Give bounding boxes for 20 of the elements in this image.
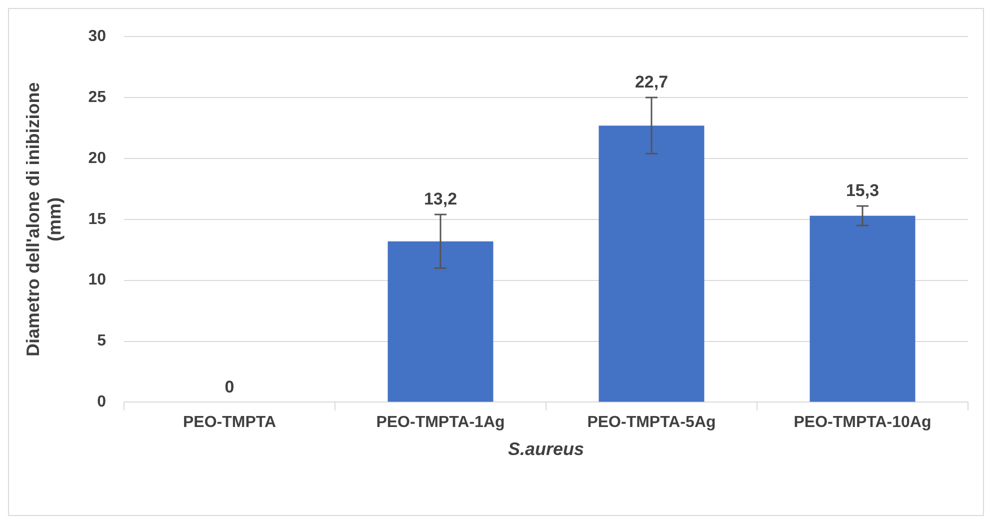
x-axis-title: S.aureus [508, 439, 584, 460]
y-tick-label: 0 [97, 394, 106, 411]
data-label: 0 [224, 377, 234, 396]
data-label: 15,3 [846, 181, 880, 200]
y-tick-label: 15 [88, 210, 106, 228]
bar [598, 126, 704, 402]
y-tick-label: 25 [88, 88, 106, 106]
x-tick-label: PEO-TMPTA [182, 414, 276, 432]
bar [388, 241, 494, 402]
data-label: 13,2 [424, 190, 458, 209]
x-tick-label: PEO-TMPTA-1Ag [376, 414, 505, 432]
data-label: 22,7 [634, 72, 668, 92]
x-tick-label: PEO-TMPTA-5Ag [587, 414, 716, 432]
y-tick-label: 30 [88, 28, 106, 46]
x-tick-label: PEO-TMPTA-10Ag [794, 414, 932, 432]
y-axis-title: Diametro dell'alone di inibizione (mm) [22, 82, 64, 357]
bar [810, 216, 916, 402]
y-tick-label: 5 [97, 332, 106, 350]
y-tick-label: 20 [88, 150, 106, 167]
y-tick-label: 10 [88, 272, 106, 289]
